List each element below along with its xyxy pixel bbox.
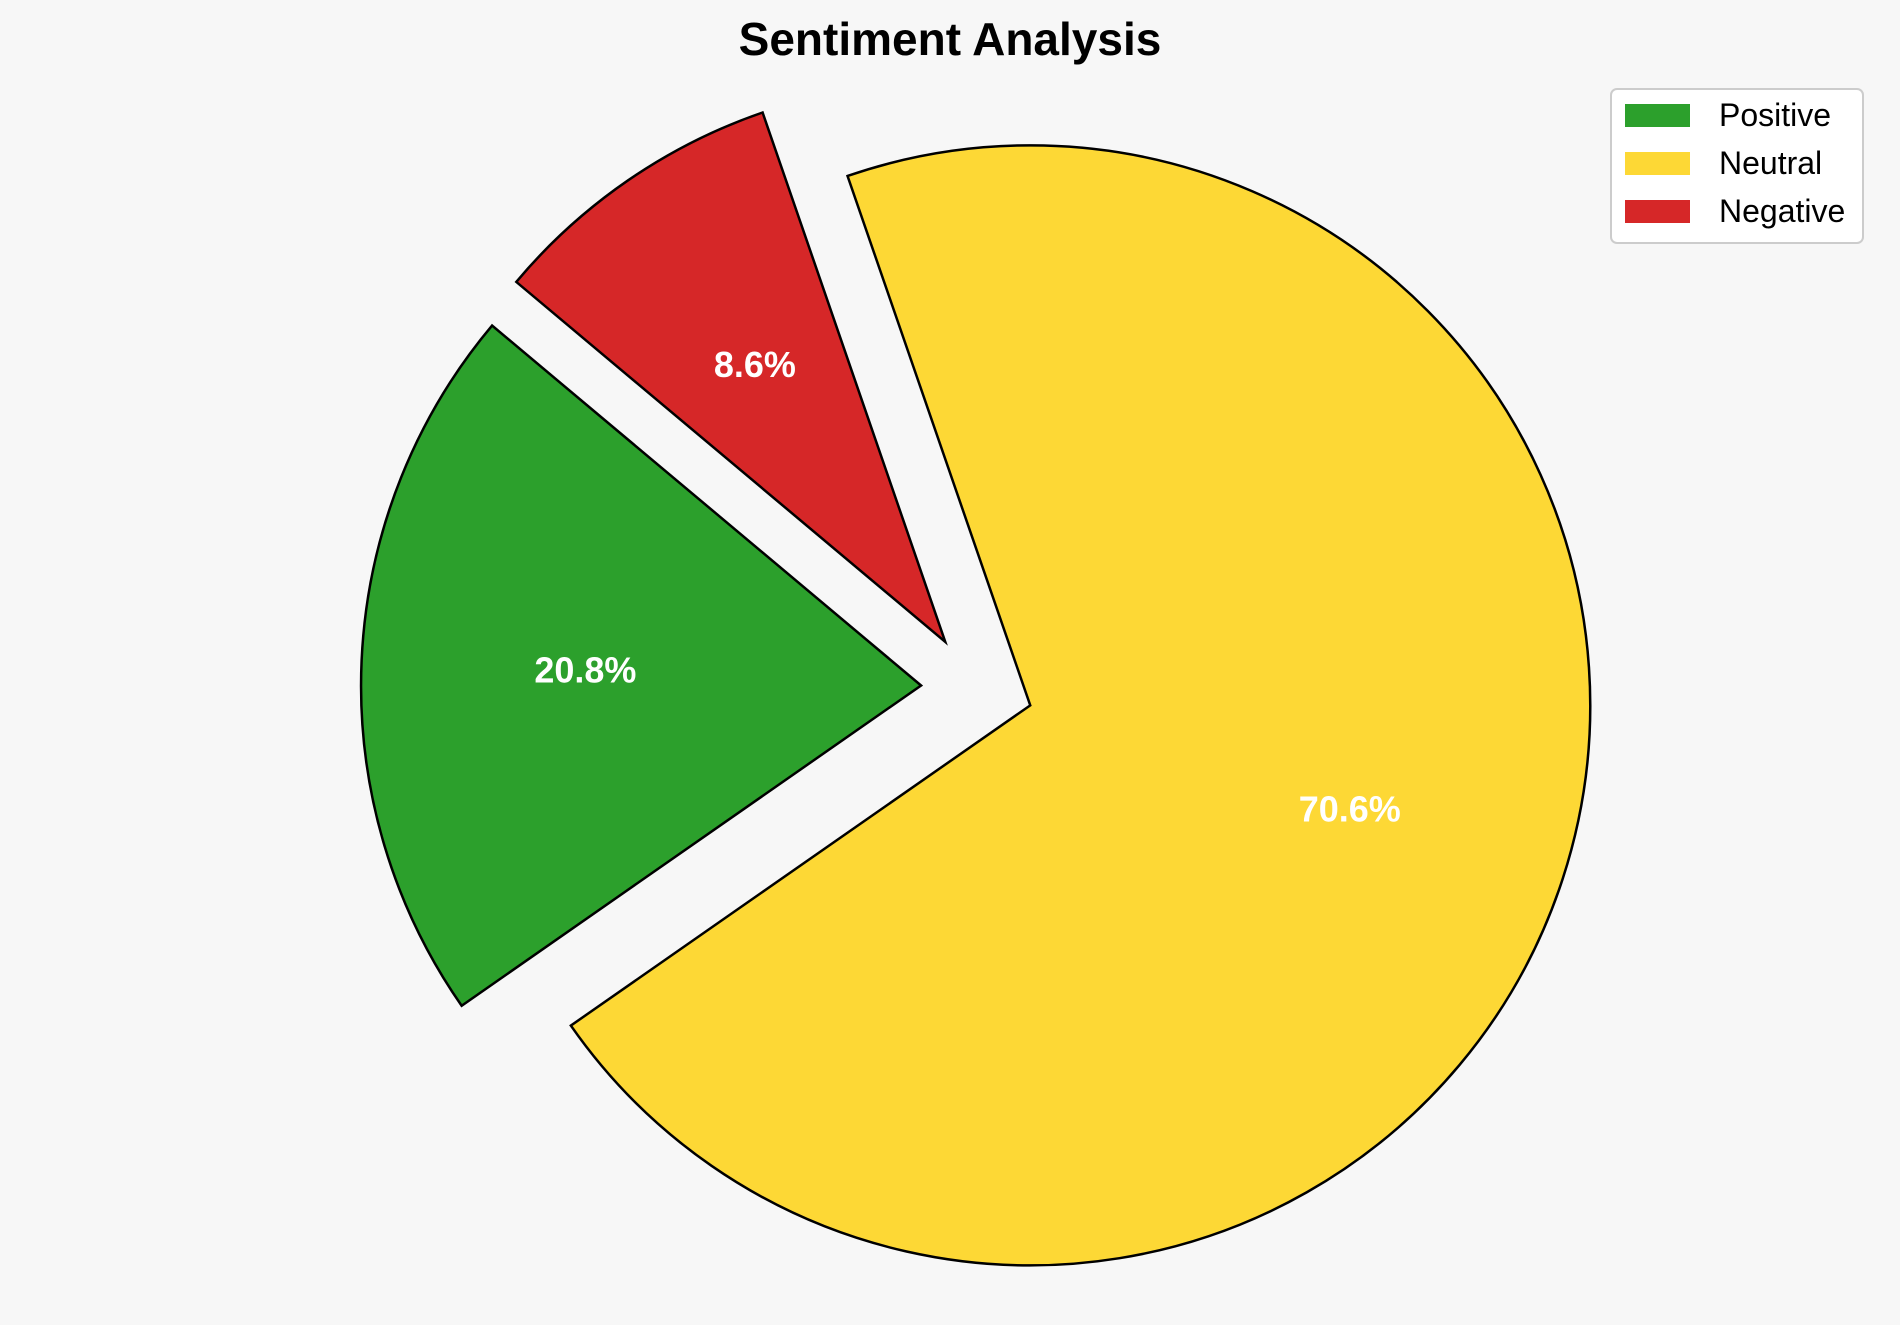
legend-swatch-positive (1625, 104, 1690, 127)
legend-label-negative: Negative (1719, 193, 1845, 229)
chart-title: Sentiment Analysis (739, 13, 1162, 65)
pie-labels: 20.8% 70.6% 8.6% (534, 344, 1400, 829)
pie-label-negative: 8.6% (714, 344, 796, 385)
pie-label-neutral: 70.6% (1299, 788, 1401, 829)
pie-slices (359, 110, 1592, 1267)
pie-slice-neutral (569, 144, 1592, 1267)
pie-slice-positive (359, 323, 924, 1008)
legend-swatch-negative (1625, 200, 1690, 223)
pie-slice-negative (514, 110, 948, 646)
legend: Positive Neutral Negative (1610, 88, 1864, 244)
legend-label-positive: Positive (1719, 97, 1831, 133)
legend-swatch-neutral (1625, 152, 1690, 175)
legend-label-neutral: Neutral (1719, 145, 1822, 181)
pie-label-positive: 20.8% (534, 649, 636, 690)
